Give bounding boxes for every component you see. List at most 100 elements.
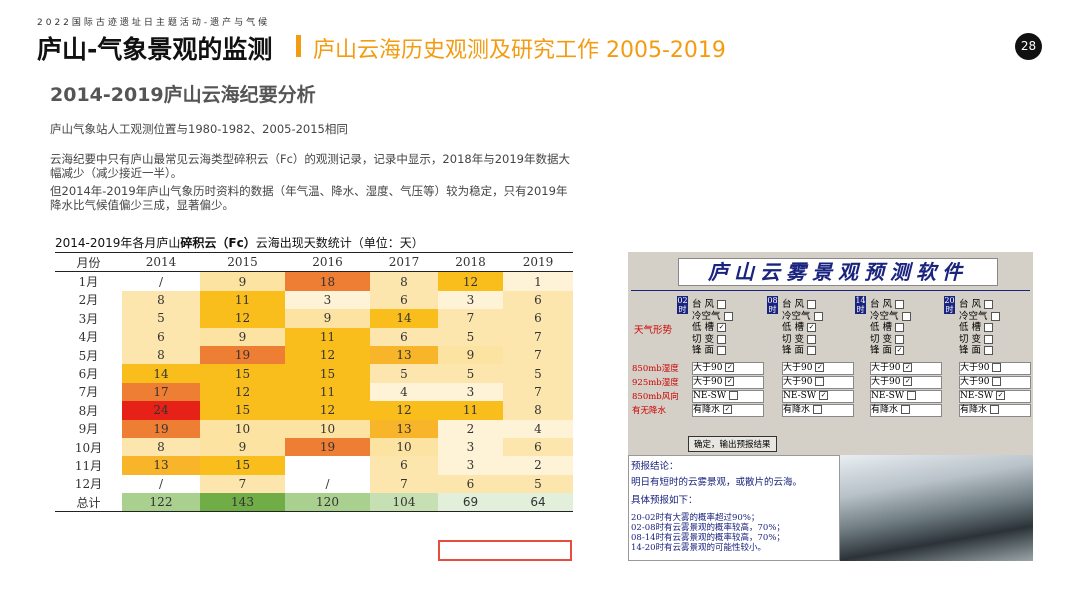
value-cell: 6 [503, 290, 573, 310]
value-cell: 13 [370, 345, 438, 365]
value-cell: 10 [370, 437, 438, 457]
option: 锋 面 [959, 342, 994, 356]
field-value: 大于90 [783, 363, 813, 373]
value-cell: 11 [285, 382, 370, 402]
option: 冷空气 [692, 308, 733, 322]
value-cell: 7 [370, 474, 438, 494]
value-cell: 9 [285, 309, 370, 328]
value-cell: 12 [285, 401, 370, 420]
option: 台 风 [870, 296, 905, 310]
option-label: 冷空气 [959, 310, 988, 322]
rule [631, 290, 1030, 291]
time-label: 02时 [677, 296, 688, 314]
checkbox: ✓ [725, 377, 735, 386]
field-value: 大于90 [871, 377, 901, 387]
caption-text: 2014-2019年各月庐山 [55, 236, 181, 250]
value-cell: 7 [503, 382, 573, 402]
caption-bold: 碎积云（Fc） [180, 236, 256, 250]
result-line: 预报结论： [631, 461, 679, 472]
value-cell: 24 [122, 401, 200, 420]
time-label: 20时 [944, 296, 955, 314]
table-row: 9月 19 10 10 13 2 4 [55, 419, 573, 438]
value-cell: 5 [438, 364, 503, 383]
value-cell: 18 [285, 271, 370, 291]
field: 有降水 [782, 404, 854, 417]
month-cell: 3月 [55, 309, 122, 328]
time-label: 14时 [855, 296, 866, 314]
value-cell: 12 [200, 309, 285, 328]
paragraph: 但2014年-2019年庐山气象历时资料的数据（年气温、降水、湿度、气压等）较为… [50, 184, 568, 212]
result-line: 20-02时有大雾的概率超过90%； [631, 513, 760, 523]
table-row: 7月 17 12 11 4 3 7 [55, 382, 573, 402]
checkbox [984, 300, 994, 309]
field: 有降水 [870, 404, 942, 417]
field-value: NE-SW [693, 391, 727, 401]
month-cell: 12月 [55, 474, 122, 494]
option: 锋 面 [692, 342, 727, 356]
title: 庐山-气象景观的监测 [37, 35, 273, 64]
value-cell: 8 [122, 437, 200, 457]
option: 台 风 [782, 296, 817, 310]
checkbox [723, 311, 733, 321]
checkbox [807, 300, 817, 309]
value-cell: 5 [503, 364, 573, 383]
row-label: 850mb风向 [632, 392, 679, 402]
row-label: 有无降水 [632, 406, 667, 416]
header-cell: 月份 [55, 251, 122, 273]
month-cell: 11月 [55, 456, 122, 475]
option-label: 台 风 [870, 299, 893, 310]
cloud-photo [840, 455, 1033, 561]
header-cell: 2015 [200, 251, 285, 273]
checkbox [807, 346, 817, 355]
checkbox: ✓ [903, 377, 913, 386]
value-cell: 15 [200, 401, 285, 420]
month-cell: 9月 [55, 419, 122, 438]
value-cell: 3 [438, 382, 503, 402]
result-line: 明日有短时的云雾景观，或散片的云海。 [631, 477, 803, 488]
title2: 庐山云海历史观测及研究工作 2005-2019 [313, 38, 726, 63]
table-row: 8月 24 15 12 12 11 8 [55, 401, 573, 420]
field-value: 有降水 [783, 405, 811, 415]
field-value: 有降水 [871, 405, 899, 415]
value-cell: 6 [370, 327, 438, 346]
checkbox [717, 300, 727, 309]
value-cell: 6 [503, 309, 573, 328]
button[interactable]: 确定，输出预报结果 [688, 436, 777, 452]
option: 冷空气 [959, 308, 1000, 322]
field-value: 大于90 [960, 377, 990, 387]
value-cell: 4 [503, 419, 573, 438]
value-cell: 4 [370, 382, 438, 402]
checkbox [984, 323, 994, 332]
value-cell: 2 [438, 419, 503, 438]
value-cell: 6 [370, 290, 438, 310]
table-row: 3月 5 12 9 14 7 6 [55, 309, 573, 328]
option: 低 槽 ✓ [782, 319, 817, 333]
option-label: 冷空气 [782, 310, 811, 322]
month-cell: 4月 [55, 327, 122, 346]
value-cell: 14 [370, 309, 438, 328]
checkbox [992, 363, 1002, 372]
header-row: 月份 2014 2015 2016 2017 2018 2019 [55, 251, 573, 273]
checkbox: ✓ [725, 363, 735, 372]
value-cell: 12 [438, 271, 503, 291]
month-cell: 8月 [55, 401, 122, 420]
value-cell: 5 [370, 364, 438, 383]
option-label: 冷空气 [692, 310, 721, 322]
checkbox [984, 346, 994, 355]
header-cell: 2016 [285, 251, 370, 273]
value-cell: 2 [503, 456, 573, 475]
value-cell: 5 [122, 309, 200, 328]
row-label: 天气形势 [634, 325, 673, 336]
month-cell: 6月 [55, 364, 122, 383]
field-value: 大于90 [693, 363, 723, 373]
checkbox: ✓ [903, 363, 913, 372]
month-cell: 2月 [55, 290, 122, 310]
month-cell: 7月 [55, 382, 122, 402]
checkbox: ✓ [895, 346, 905, 355]
time-label: 08时 [767, 296, 778, 314]
option: 台 风 [692, 296, 727, 310]
value-cell: 3 [438, 456, 503, 475]
value-cell: 8 [370, 271, 438, 291]
value-cell: 19 [200, 345, 285, 365]
